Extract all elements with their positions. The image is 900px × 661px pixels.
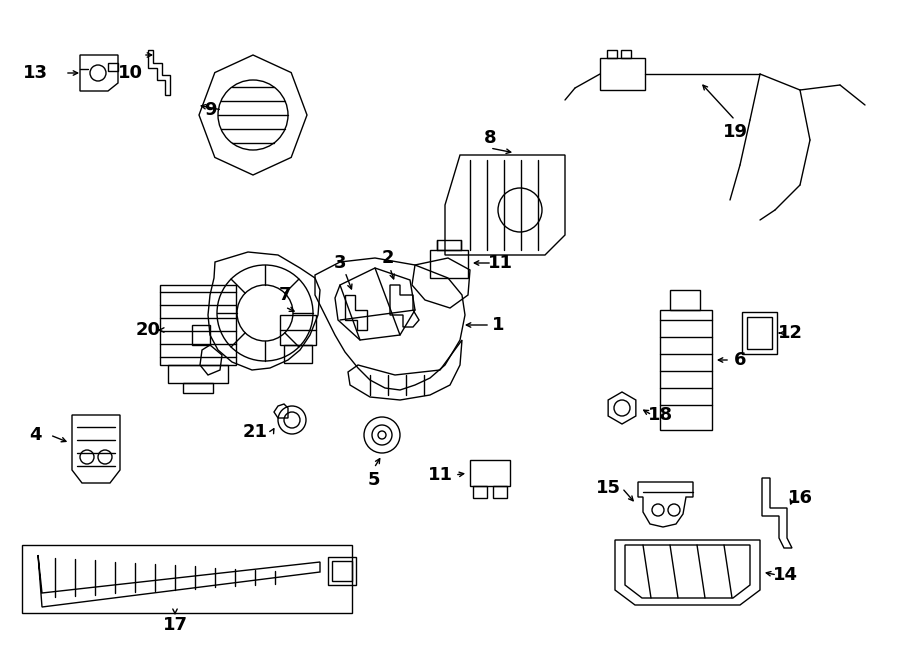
Text: 11: 11: [428, 466, 453, 484]
Text: 15: 15: [596, 479, 620, 497]
Text: 17: 17: [163, 616, 187, 634]
Text: 12: 12: [778, 324, 803, 342]
Text: 13: 13: [22, 64, 48, 82]
Text: 10: 10: [118, 64, 142, 82]
Text: 2: 2: [382, 249, 394, 267]
Bar: [621, 50, 631, 58]
Bar: [437, 240, 461, 250]
Text: 11: 11: [488, 254, 512, 272]
Text: 14: 14: [772, 566, 797, 584]
Text: 1: 1: [491, 316, 504, 334]
Bar: [747, 317, 772, 349]
Bar: [168, 365, 228, 383]
Bar: [183, 383, 213, 393]
Bar: [284, 345, 312, 363]
Bar: [160, 285, 236, 365]
Text: 16: 16: [788, 489, 813, 507]
Text: 21: 21: [242, 423, 267, 441]
Text: 20: 20: [136, 321, 160, 339]
Bar: [192, 325, 210, 345]
Bar: [22, 545, 352, 613]
Text: 8: 8: [483, 129, 496, 147]
Bar: [473, 486, 487, 498]
Text: 3: 3: [334, 254, 346, 272]
Bar: [280, 315, 316, 345]
Bar: [328, 557, 356, 585]
Text: 4: 4: [29, 426, 41, 444]
Text: 5: 5: [368, 471, 380, 489]
Bar: [670, 290, 700, 310]
Bar: [493, 486, 507, 498]
Bar: [108, 63, 118, 71]
Bar: [660, 310, 712, 430]
Text: 9: 9: [203, 101, 216, 119]
Bar: [430, 250, 468, 278]
Bar: [607, 50, 617, 58]
Bar: [332, 561, 352, 581]
Text: 19: 19: [723, 123, 748, 141]
Text: 7: 7: [279, 286, 292, 304]
Bar: [600, 58, 645, 90]
Text: 18: 18: [647, 406, 672, 424]
Text: 6: 6: [734, 351, 746, 369]
Bar: [470, 460, 510, 486]
